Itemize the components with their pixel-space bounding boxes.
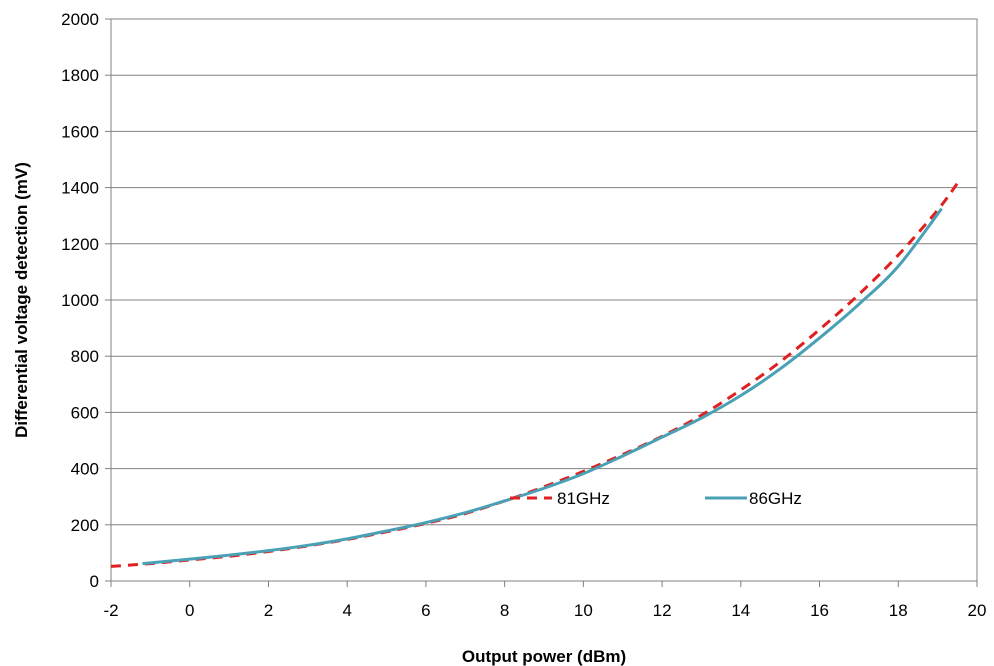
- y-tick-label: 800: [71, 347, 99, 366]
- x-tick-label: 8: [500, 601, 509, 620]
- legend: 81GHz 86GHz: [510, 489, 802, 508]
- x-tick-label: -2: [103, 601, 118, 620]
- y-tick-label: 1800: [61, 66, 99, 85]
- series-line-81ghz: [110, 182, 959, 568]
- y-tick-label: 0: [90, 572, 99, 591]
- x-tick-label: 20: [968, 601, 987, 620]
- y-tick-label: 1600: [61, 122, 99, 141]
- x-tick-label: 2: [264, 601, 273, 620]
- series-line-86ghz: [142, 207, 943, 566]
- x-tick-label: 6: [421, 601, 430, 620]
- gridlines: [111, 74, 977, 526]
- x-axis-ticks: -2 0 2 4 6 8 10 12 14 16 18 20: [103, 581, 986, 620]
- y-tick-label: 400: [71, 460, 99, 479]
- x-tick-label: 14: [731, 601, 750, 620]
- y-axis-ticks: 0 200 400 600 800 1000 1200 1400 1600 1800 2000: [61, 10, 111, 591]
- x-tick-label: 0: [185, 601, 194, 620]
- legend-label-81ghz: 81GHz: [557, 489, 610, 508]
- y-tick-label: 1400: [61, 179, 99, 198]
- y-tick-label: 200: [71, 516, 99, 535]
- y-axis-title: Differential voltage detection (mV): [12, 162, 31, 438]
- y-tick-label: 2000: [61, 10, 99, 29]
- x-axis-title: Output power (dBm): [462, 647, 626, 666]
- x-tick-label: 12: [653, 601, 672, 620]
- x-tick-label: 16: [810, 601, 829, 620]
- y-tick-label: 600: [71, 403, 99, 422]
- legend-label-86ghz: 86GHz: [749, 489, 802, 508]
- x-tick-label: 10: [574, 601, 593, 620]
- series-group: [110, 182, 959, 568]
- x-tick-label: 4: [342, 601, 351, 620]
- y-tick-label: 1200: [61, 235, 99, 254]
- y-tick-label: 1000: [61, 291, 99, 310]
- x-tick-label: 18: [889, 601, 908, 620]
